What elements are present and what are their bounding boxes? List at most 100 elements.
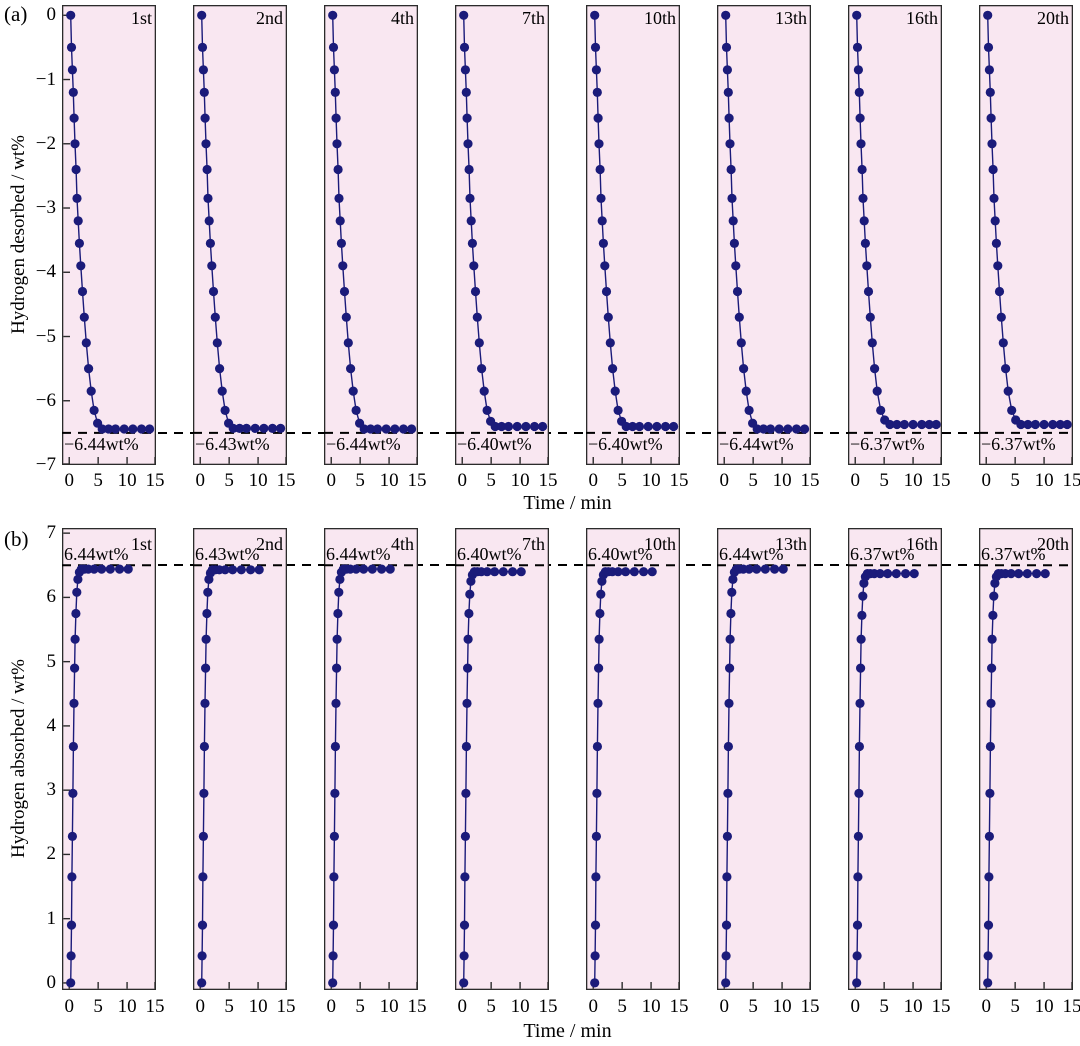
cycle-panel-a-10th: 10th −6.40wt% <box>586 5 680 465</box>
data-point <box>591 65 601 75</box>
x-tick-label: 10 <box>379 470 399 491</box>
data-point <box>197 42 208 53</box>
data-point <box>503 421 514 432</box>
y-tick-label: −4 <box>35 261 56 283</box>
data-point <box>591 872 601 882</box>
data-point <box>856 663 866 673</box>
capacity-annotation: 6.37wt% <box>981 544 1046 564</box>
capacity-annotation: −6.37wt% <box>981 434 1056 454</box>
x-tick-label: 0 <box>64 470 74 491</box>
x-tick-label: 0 <box>457 996 467 1017</box>
tick-marks <box>461 457 549 464</box>
capacity-annotation: −6.44wt% <box>64 434 139 454</box>
data-point <box>1055 419 1065 430</box>
x-tick-label: 10 <box>117 470 137 491</box>
data-point <box>200 113 210 123</box>
data-point <box>66 10 76 20</box>
data-point <box>860 238 870 248</box>
data-point <box>863 286 874 297</box>
data-point <box>259 423 269 433</box>
data-point <box>901 569 911 579</box>
data-point <box>759 424 769 434</box>
panel-background <box>455 528 549 990</box>
data-point <box>66 920 77 930</box>
data-point <box>351 564 361 574</box>
cycle-panel-b-20th: 20th 6.37wt% <box>979 528 1073 990</box>
data-point <box>69 113 79 123</box>
data-point <box>328 10 338 20</box>
data-point <box>595 164 605 175</box>
capacity-annotation: −6.44wt% <box>719 434 794 454</box>
cycle-panel-b-10th: 10th 6.40wt% <box>586 528 680 990</box>
x-tick-label: 5 <box>486 470 496 491</box>
data-point <box>217 386 227 396</box>
x-tick-label: 15 <box>931 470 951 491</box>
capacity-annotation: 6.44wt% <box>326 544 391 564</box>
data-point <box>66 951 76 961</box>
data-point <box>74 238 84 248</box>
data-point <box>1023 419 1033 430</box>
data-point <box>333 608 343 619</box>
x-tick-label: 10 <box>641 996 661 1017</box>
data-point <box>994 286 1005 297</box>
tick-marks <box>985 457 1073 464</box>
data-point <box>333 164 343 175</box>
data-point <box>908 419 918 430</box>
cycle-panel-a-20th: 20th −6.37wt% <box>979 5 1073 465</box>
data-point <box>459 10 469 20</box>
panel-background <box>62 528 156 990</box>
data-point <box>341 312 351 322</box>
x-tick-label: 5 <box>748 996 758 1017</box>
data-point <box>723 87 733 97</box>
data-point <box>145 424 155 434</box>
data-point <box>987 139 997 149</box>
data-point <box>407 424 417 434</box>
x-tick-label: 5 <box>617 996 627 1017</box>
subfigure-a-label: (a) <box>4 2 28 26</box>
data-point <box>338 261 348 271</box>
data-point <box>339 286 350 297</box>
data-point <box>993 261 1003 271</box>
panel-background <box>848 528 942 990</box>
data-point <box>254 565 264 575</box>
data-point <box>770 564 780 574</box>
data-point <box>722 872 732 882</box>
data-point <box>472 312 482 322</box>
data-point <box>521 421 531 432</box>
data-point <box>67 831 77 841</box>
cycle-label: 7th <box>521 8 545 28</box>
data-point <box>989 591 999 601</box>
data-point <box>328 978 338 988</box>
data-point <box>236 565 246 575</box>
data-point <box>490 567 500 577</box>
data-point <box>70 139 80 149</box>
y-tick-label: −6 <box>35 389 56 411</box>
data-point <box>987 663 997 673</box>
data-point <box>736 338 746 348</box>
capacity-annotation: 6.37wt% <box>850 544 915 564</box>
data-point <box>459 42 470 53</box>
data-point <box>97 424 107 434</box>
data-point <box>463 139 473 149</box>
data-point <box>852 978 862 988</box>
data-point <box>989 193 999 203</box>
panel-background <box>717 5 811 465</box>
data-point <box>250 423 260 433</box>
data-point <box>72 193 82 203</box>
data-point <box>855 113 865 123</box>
data-point <box>460 65 470 75</box>
data-point <box>235 423 245 433</box>
data-point <box>594 139 604 149</box>
cycle-panel-b-2nd: 2nd 6.43wt% <box>193 528 287 990</box>
capacity-annotation: −6.40wt% <box>588 434 663 454</box>
data-point <box>592 741 602 752</box>
data-point <box>594 663 604 673</box>
data-point <box>593 698 603 708</box>
data-point <box>778 564 788 574</box>
series-points <box>983 10 1072 430</box>
x-tick-label: 0 <box>719 470 729 491</box>
data-point <box>931 419 941 430</box>
x-tick-label: 15 <box>276 996 296 1017</box>
data-point <box>479 386 489 396</box>
x-tick-label: 5 <box>355 470 365 491</box>
